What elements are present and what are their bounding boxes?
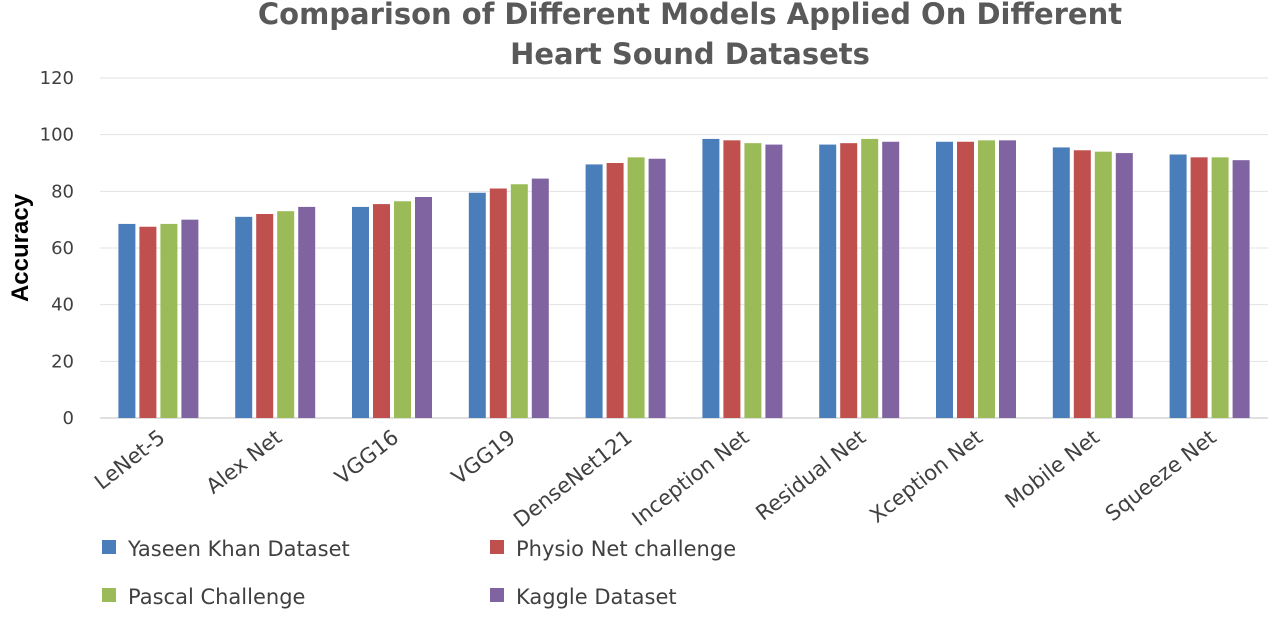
bar-densenet121-series-2: [627, 157, 645, 419]
y-tick-label: 80: [51, 181, 74, 202]
bar-residual-net-series-0: [819, 144, 837, 419]
x-tick-label: DenseNet121: [509, 425, 637, 532]
x-tick-label: Squeeze Net: [1101, 425, 1221, 526]
bar-vgg19-series-0: [468, 192, 486, 418]
legend-label: Kaggle Dataset: [516, 585, 677, 609]
bar-densenet121-series-0: [585, 164, 603, 418]
bar-mobile-net-series-1: [1073, 150, 1091, 418]
bar-vgg19-series-1: [489, 188, 507, 418]
chart-title-line-2: Heart Sound Datasets: [510, 37, 870, 71]
bar-lenet-5-series-0: [118, 223, 136, 418]
legend-label: Pascal Challenge: [128, 585, 305, 609]
x-tick-label: Alex Net: [202, 425, 287, 499]
y-tick-label: 100: [40, 125, 74, 146]
bar-residual-net-series-2: [861, 138, 879, 418]
bar-vgg16-series-2: [394, 201, 411, 418]
bar-inception-net-series-1: [723, 140, 741, 419]
bar-vgg16-series-1: [373, 204, 390, 418]
x-tick-label: Xception Net: [865, 425, 987, 528]
x-tick-label: Mobile Net: [1001, 425, 1104, 513]
bar-alex-net-series-3: [298, 206, 316, 418]
x-tick-label: Inception Net: [628, 425, 754, 531]
bar-inception-net-series-2: [744, 143, 762, 418]
chart-title-line-1: Comparison of Different Models Applied O…: [258, 0, 1122, 31]
x-tick-label: LeNet-5: [90, 425, 169, 494]
bar-mobile-net-series-3: [1115, 153, 1133, 419]
y-tick-label: 120: [40, 68, 74, 89]
bar-inception-net-series-3: [765, 144, 783, 419]
y-tick-label: 40: [51, 295, 74, 316]
y-tick-label: 60: [51, 238, 74, 259]
bar-densenet121-series-3: [648, 158, 666, 418]
y-axis-label: Accuracy: [7, 193, 34, 302]
bar-residual-net-series-3: [882, 141, 900, 418]
legend-swatch: [102, 540, 116, 554]
bar-lenet-5-series-1: [139, 226, 157, 418]
bar-vgg16-series-3: [415, 197, 432, 418]
bar-xception-net-series-3: [999, 140, 1016, 419]
legend-label: Yaseen Khan Dataset: [127, 537, 350, 561]
bar-residual-net-series-1: [840, 143, 858, 418]
bar-alex-net-series-2: [277, 211, 295, 418]
legend-swatch: [490, 588, 504, 602]
bar-xception-net-series-0: [936, 141, 953, 418]
bar-vgg19-series-3: [531, 178, 549, 418]
bar-xception-net-series-2: [978, 140, 995, 419]
bar-squeeze-net-series-2: [1211, 157, 1229, 419]
bar-squeeze-net-series-1: [1190, 157, 1208, 419]
bar-mobile-net-series-2: [1094, 151, 1112, 418]
bar-xception-net-series-1: [957, 141, 974, 418]
x-tick-label: VGG16: [330, 425, 403, 489]
y-tick-label: 0: [63, 408, 74, 429]
legend-label: Physio Net challenge: [516, 537, 736, 561]
bar-squeeze-net-series-3: [1232, 160, 1250, 418]
bar-mobile-net-series-0: [1052, 147, 1070, 418]
bar-alex-net-series-0: [235, 216, 253, 418]
bar-vgg16-series-0: [352, 206, 369, 418]
bar-lenet-5-series-3: [181, 219, 199, 418]
bar-vgg19-series-2: [510, 184, 528, 418]
x-tick-label: Residual Net: [751, 425, 870, 525]
bar-densenet121-series-1: [606, 163, 624, 418]
bar-alex-net-series-1: [256, 214, 274, 418]
y-tick-label: 20: [51, 351, 74, 372]
legend-swatch: [102, 588, 116, 602]
bar-lenet-5-series-2: [160, 223, 178, 418]
bar-inception-net-series-0: [702, 138, 720, 418]
legend-swatch: [490, 540, 504, 554]
x-tick-label: VGG19: [447, 425, 520, 489]
bar-squeeze-net-series-0: [1169, 154, 1187, 418]
